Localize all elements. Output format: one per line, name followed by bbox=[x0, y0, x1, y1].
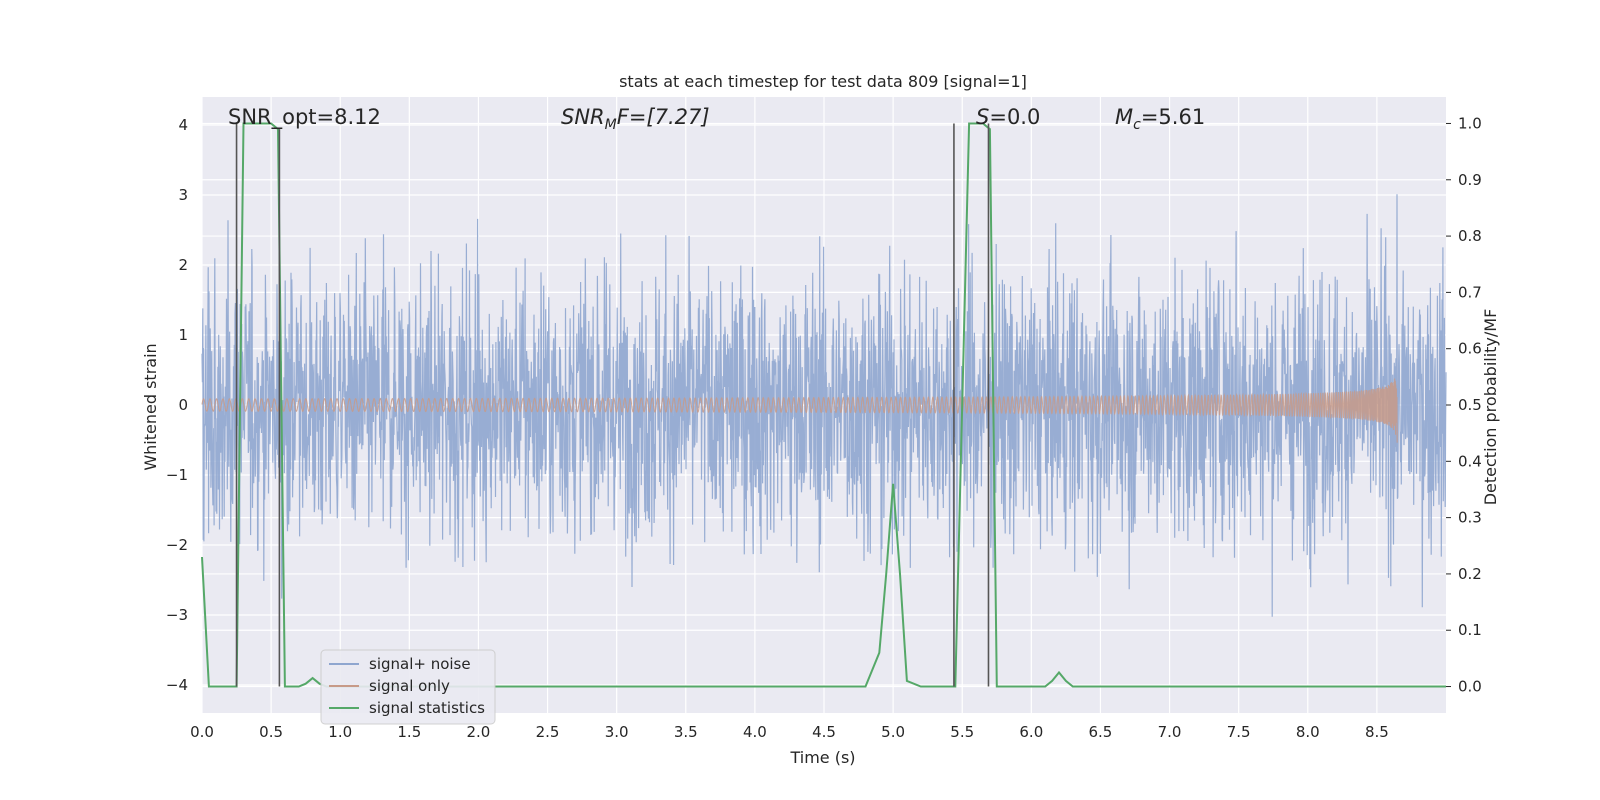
x-tick-label: 4.0 bbox=[743, 723, 767, 741]
y-tick-label-right: 0.3 bbox=[1458, 509, 1482, 527]
annotation-snr-mf: SNRMF=[7.27] bbox=[561, 105, 710, 133]
x-tick-label: 7.0 bbox=[1158, 723, 1182, 741]
x-tick-label: 8.0 bbox=[1296, 723, 1320, 741]
statistics-line bbox=[201, 122, 1446, 688]
x-tick-label: 0.5 bbox=[259, 723, 283, 741]
y-tick-label-left: −2 bbox=[166, 536, 188, 554]
x-tick-label: 1.5 bbox=[397, 723, 421, 741]
s-symbol: S bbox=[976, 105, 989, 129]
x-tick-label: 3.0 bbox=[605, 723, 629, 741]
legend-label-stats: signal statistics bbox=[369, 699, 485, 717]
y-axis-label-left: Whitened strain bbox=[141, 343, 160, 470]
mc-sub: c bbox=[1133, 117, 1141, 133]
x-tick-label: 3.5 bbox=[674, 723, 698, 741]
y-tick-label-left: 2 bbox=[178, 256, 188, 274]
y-tick-label-right: 0.4 bbox=[1458, 452, 1482, 470]
y-tick-label-left: 0 bbox=[178, 396, 188, 414]
y-tick-label-right: 0.7 bbox=[1458, 283, 1482, 301]
signal-line bbox=[201, 378, 1398, 443]
x-tick-label: 7.5 bbox=[1227, 723, 1251, 741]
y-axis-label-right: Detection probability/MF bbox=[1481, 309, 1500, 506]
legend-label-signal: signal only bbox=[369, 677, 450, 695]
x-tick-label: 2.5 bbox=[536, 723, 560, 741]
y-tick-label-right: 0.9 bbox=[1458, 171, 1482, 189]
y-tick-label-right: 0.0 bbox=[1458, 678, 1482, 696]
annotation-snr-opt: SNR_opt=8.12 bbox=[228, 105, 381, 130]
x-tick-label: 5.5 bbox=[950, 723, 974, 741]
marker-lines bbox=[235, 123, 990, 687]
x-tick-label: 5.0 bbox=[881, 723, 905, 741]
legend-label-noise: signal+ noise bbox=[369, 655, 471, 673]
y-tick-label-left: 4 bbox=[178, 116, 188, 134]
y-tick-label-right: 0.5 bbox=[1458, 396, 1482, 414]
y-tick-label-left: −4 bbox=[166, 676, 188, 694]
signal-only-series bbox=[201, 378, 1398, 443]
snr-mf-base: SNR bbox=[561, 105, 605, 129]
y-tick-label-left: −1 bbox=[166, 466, 188, 484]
y-tick-label-right: 0.2 bbox=[1458, 565, 1482, 583]
x-axis: 0.0 0.5 1.0 1.5 2.0 2.5 3.0 3.5 4.0 4.5 5.0 5.5 6.0 6… bbox=[190, 723, 1389, 741]
mc-symbol: M bbox=[1115, 105, 1133, 129]
annotation-s: S=0.0 bbox=[976, 105, 1040, 129]
legend-box bbox=[320, 649, 496, 725]
y-axis-left: −4 −3 −2 −1 0 1 2 3 4 bbox=[166, 116, 188, 694]
y-tick-label-right: 1.0 bbox=[1458, 114, 1482, 132]
y-axis-right: 0.0 0.1 0.2 0.3 0.4 0.5 0.6 0.7 0.8 0.9 1.0 bbox=[1446, 114, 1482, 696]
x-axis-label: Time (s) bbox=[789, 748, 855, 767]
annotation-mc: Mc=5.61 bbox=[1115, 105, 1205, 133]
chart-title: stats at each timestep for test data 809… bbox=[619, 72, 1027, 91]
snr-mf-sub: M bbox=[605, 117, 617, 133]
y-tick-label-right: 0.6 bbox=[1458, 340, 1482, 358]
x-tick-label: 4.5 bbox=[812, 723, 836, 741]
x-tick-label: 6.0 bbox=[1019, 723, 1043, 741]
x-tick-label: 2.0 bbox=[467, 723, 491, 741]
y-tick-label-right: 0.8 bbox=[1458, 227, 1482, 245]
snr-mf-rest: F=[7.27] bbox=[617, 105, 710, 129]
x-tick-label: 8.5 bbox=[1365, 723, 1389, 741]
mc-value: =5.61 bbox=[1141, 105, 1205, 129]
y-tick-label-left: −3 bbox=[166, 606, 188, 624]
s-value: =0.0 bbox=[989, 105, 1040, 129]
y-tick-label-left: 1 bbox=[178, 326, 188, 344]
x-tick-label: 6.5 bbox=[1089, 723, 1113, 741]
legend: signal+ noise signal only signal statist… bbox=[320, 649, 496, 725]
x-tick-label: 0.0 bbox=[190, 723, 214, 741]
signal-statistics-series bbox=[201, 122, 1446, 688]
y-tick-label-left: 3 bbox=[178, 186, 188, 204]
x-tick-label: 1.0 bbox=[328, 723, 352, 741]
y-tick-label-right: 0.1 bbox=[1458, 621, 1482, 639]
